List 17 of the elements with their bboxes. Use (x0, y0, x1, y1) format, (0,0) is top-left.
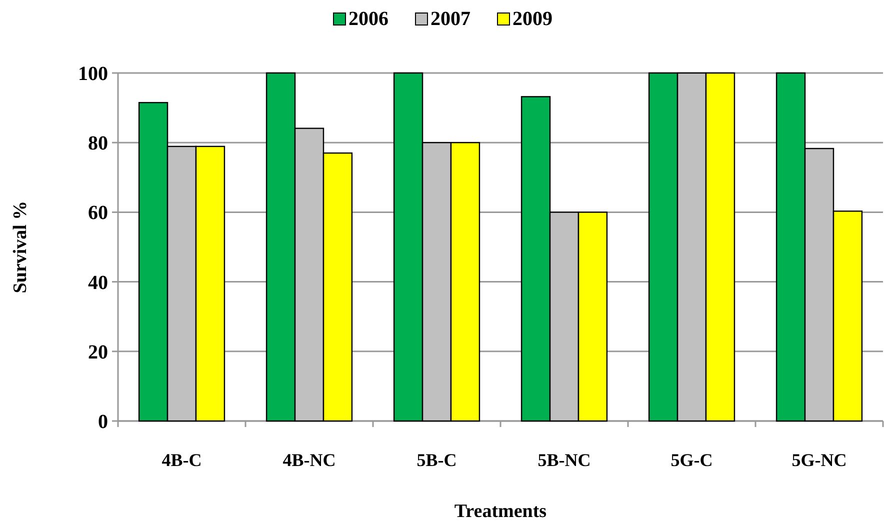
legend-label: 2007 (430, 8, 470, 30)
y-tick-label: 60 (88, 202, 108, 224)
x-tick-label: 5G-C (670, 450, 713, 470)
x-tick-label: 4B-NC (282, 450, 336, 470)
x-tick-label: 5B-NC (538, 450, 591, 470)
x-tick-label: 5B-C (416, 450, 457, 470)
legend-label: 2006 (348, 8, 388, 30)
x-tick-label: 5G-NC (792, 450, 847, 470)
x-axis-title: Treatments (454, 501, 547, 522)
legend-label: 2009 (512, 8, 552, 30)
y-axis-title: Survival % (10, 200, 31, 294)
y-tick-label: 20 (88, 341, 108, 364)
y-tick-label: 80 (88, 132, 108, 155)
y-tick-label: 100 (78, 63, 108, 85)
y-tick-label: 40 (88, 272, 108, 294)
y-tick-label: 0 (98, 411, 108, 433)
x-tick-label: 4B-C (162, 450, 202, 470)
